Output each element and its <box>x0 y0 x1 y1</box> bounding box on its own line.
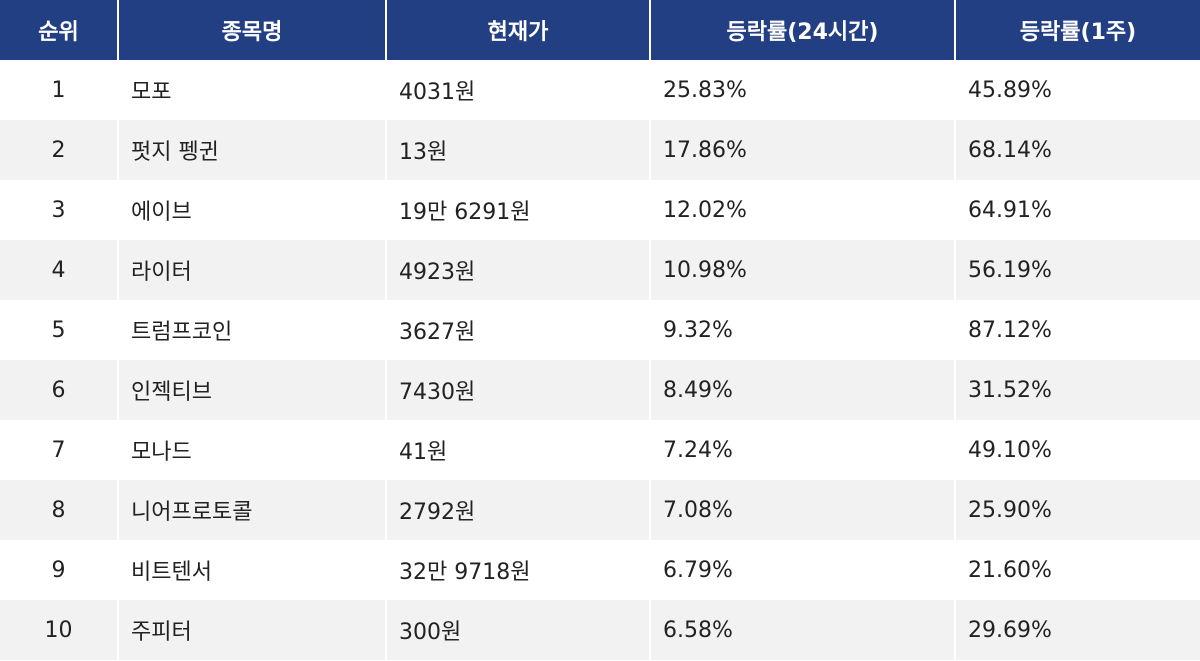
table-cell: 3627원 <box>386 300 651 360</box>
table-cell: 17.86% <box>650 120 956 180</box>
table-cell: 모나드 <box>118 420 387 480</box>
table-cell: 10 <box>0 600 119 660</box>
table-cell: 300원 <box>386 600 651 660</box>
table-cell: 13원 <box>386 120 651 180</box>
table-row: 8 니어프로토콜 2792원 7.08% 25.90% <box>0 480 1200 540</box>
table-cell: 7 <box>0 420 119 480</box>
table-cell: 니어프로토콜 <box>118 480 387 540</box>
header-row: 순위 종목명 현재가 등락률(24시간) 등락률(1주) <box>0 0 1200 61</box>
table-cell: 트럼프코인 <box>118 300 387 360</box>
table-cell: 56.19% <box>955 240 1200 300</box>
table-cell: 3 <box>0 180 119 240</box>
table-row: 3 에이브 19만 6291원 12.02% 64.91% <box>0 180 1200 240</box>
header-cell: 현재가 <box>386 0 651 61</box>
table-cell: 펏지 펭귄 <box>118 120 387 180</box>
header-cell: 순위 <box>0 0 119 61</box>
table-cell: 10.98% <box>650 240 956 300</box>
table-cell: 7430원 <box>386 360 651 420</box>
table-body: 1 모포 4031원 25.83% 45.89% 2 펏지 펭귄 13원 17.86% 68.14… <box>0 60 1200 660</box>
table-cell: 9 <box>0 540 119 600</box>
table-row: 1 모포 4031원 25.83% 45.89% <box>0 60 1200 120</box>
table-row: 4 라이터 4923원 10.98% 56.19% <box>0 240 1200 300</box>
table-cell: 6 <box>0 360 119 420</box>
table-cell: 1 <box>0 60 119 120</box>
table-cell: 7.08% <box>650 480 956 540</box>
table-cell: 9.32% <box>650 300 956 360</box>
table-cell: 87.12% <box>955 300 1200 360</box>
table-cell: 8 <box>0 480 119 540</box>
table-cell: 64.91% <box>955 180 1200 240</box>
table-cell: 12.02% <box>650 180 956 240</box>
table-row: 10 주피터 300원 6.58% 29.69% <box>0 600 1200 660</box>
table-cell: 7.24% <box>650 420 956 480</box>
header-cell: 등락률(24시간) <box>650 0 956 61</box>
table-cell: 45.89% <box>955 60 1200 120</box>
table-cell: 8.49% <box>650 360 956 420</box>
table-row: 5 트럼프코인 3627원 9.32% 87.12% <box>0 300 1200 360</box>
table-cell: 68.14% <box>955 120 1200 180</box>
table-cell: 32만 9718원 <box>386 540 651 600</box>
table-cell: 25.90% <box>955 480 1200 540</box>
table-cell: 주피터 <box>118 600 387 660</box>
table-cell: 에이브 <box>118 180 387 240</box>
table-row: 6 인젝티브 7430원 8.49% 31.52% <box>0 360 1200 420</box>
table-cell: 4031원 <box>386 60 651 120</box>
table-cell: 31.52% <box>955 360 1200 420</box>
table-cell: 6.58% <box>650 600 956 660</box>
table-cell: 6.79% <box>650 540 956 600</box>
table-row: 9 비트텐서 32만 9718원 6.79% 21.60% <box>0 540 1200 600</box>
header-cell: 등락률(1주) <box>955 0 1200 61</box>
table-cell: 21.60% <box>955 540 1200 600</box>
table-cell: 25.83% <box>650 60 956 120</box>
table-cell: 49.10% <box>955 420 1200 480</box>
header-cell: 종목명 <box>118 0 387 61</box>
table-cell: 4923원 <box>386 240 651 300</box>
table-cell: 인젝티브 <box>118 360 387 420</box>
table-cell: 29.69% <box>955 600 1200 660</box>
table-cell: 라이터 <box>118 240 387 300</box>
table-cell: 41원 <box>386 420 651 480</box>
table-header: 순위 종목명 현재가 등락률(24시간) 등락률(1주) <box>0 0 1200 61</box>
table-cell: 모포 <box>118 60 387 120</box>
table-row: 2 펏지 펭귄 13원 17.86% 68.14% <box>0 120 1200 180</box>
table-row: 7 모나드 41원 7.24% 49.10% <box>0 420 1200 480</box>
table-cell: 2 <box>0 120 119 180</box>
table-cell: 5 <box>0 300 119 360</box>
table-cell: 4 <box>0 240 119 300</box>
table-cell: 비트텐서 <box>118 540 387 600</box>
table-cell: 2792원 <box>386 480 651 540</box>
table-cell: 19만 6291원 <box>386 180 651 240</box>
